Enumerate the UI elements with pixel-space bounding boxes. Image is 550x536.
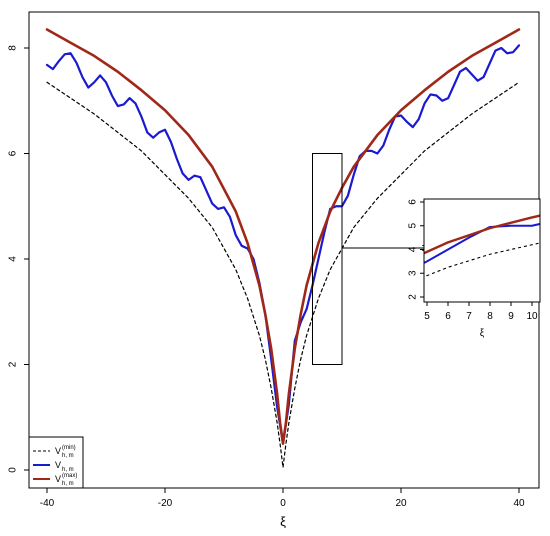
inset-plot: 2 3 4 5 6 5 6 7 8 9 10 ξ [408,198,541,339]
inset-y-tick-label: 4 [408,246,419,252]
legend-label-vmin: V [55,446,61,456]
x-axis: -40 -20 0 20 40 [40,488,525,509]
inset-x-tick-label: 7 [466,311,472,322]
inset-y-tick-label: 3 [408,270,419,276]
legend-sup-vmax: (max) [62,473,77,479]
x-tick-label: 40 [513,498,525,509]
y-axis: 0 2 4 6 8 [8,45,29,473]
legend: V (min)h, mV h, mV (max)h, m [28,436,84,489]
series-line-vmax [45,28,521,445]
series-layer [45,28,521,468]
inset-x-tick-label: 9 [508,311,514,322]
y-tick-label: 6 [8,150,19,156]
inset-frame [423,198,541,303]
legend-label-vmax: V [55,474,61,484]
inset-x-axis-label: ξ [480,328,485,339]
legend-sub-vmin: h, m [62,453,74,459]
inset-y-tick-label: 2 [408,294,419,300]
legend-sub-vmax: h, m [62,481,74,487]
inset-x-axis: 5 6 7 8 9 10 [424,302,538,322]
inset-y-axis: 2 3 4 5 6 [408,199,424,300]
legend-sub-v: h, m [62,467,74,473]
y-tick-label: 4 [8,256,19,262]
x-tick-label: 0 [280,498,286,509]
x-tick-label: -20 [158,498,173,509]
inset-background [424,199,540,302]
inset-x-tick-label: 10 [526,311,538,322]
x-axis-label: ξ [280,514,286,529]
y-tick-label: 2 [8,361,19,367]
y-tick-label: 0 [8,467,19,473]
inset-y-tick-label: 5 [408,223,419,229]
y-tick-label: 8 [8,45,19,51]
series-line-vmin [46,81,520,468]
inset-x-tick-label: 6 [445,311,451,322]
inset-y-tick-label: 6 [408,199,419,205]
inset-x-tick-label: 8 [487,311,493,322]
inset-x-tick-label: 5 [424,311,430,322]
x-tick-label: 20 [395,498,407,509]
zoom-highlight-box [312,153,343,365]
legend-label-v: V [55,460,61,470]
legend-sup-vmin: (min) [62,445,76,451]
x-tick-label: -40 [40,498,55,509]
